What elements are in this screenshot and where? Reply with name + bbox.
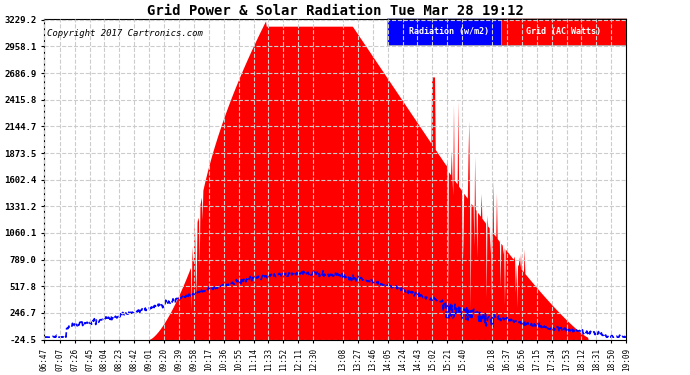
Text: Radiation (w/m2): Radiation (w/m2) (408, 27, 489, 36)
Text: Grid (AC Watts): Grid (AC Watts) (526, 27, 601, 36)
Title: Grid Power & Solar Radiation Tue Mar 28 19:12: Grid Power & Solar Radiation Tue Mar 28 … (147, 4, 524, 18)
Text: Copyright 2017 Cartronics.com: Copyright 2017 Cartronics.com (47, 29, 203, 38)
FancyBboxPatch shape (501, 18, 626, 45)
FancyBboxPatch shape (388, 18, 510, 45)
